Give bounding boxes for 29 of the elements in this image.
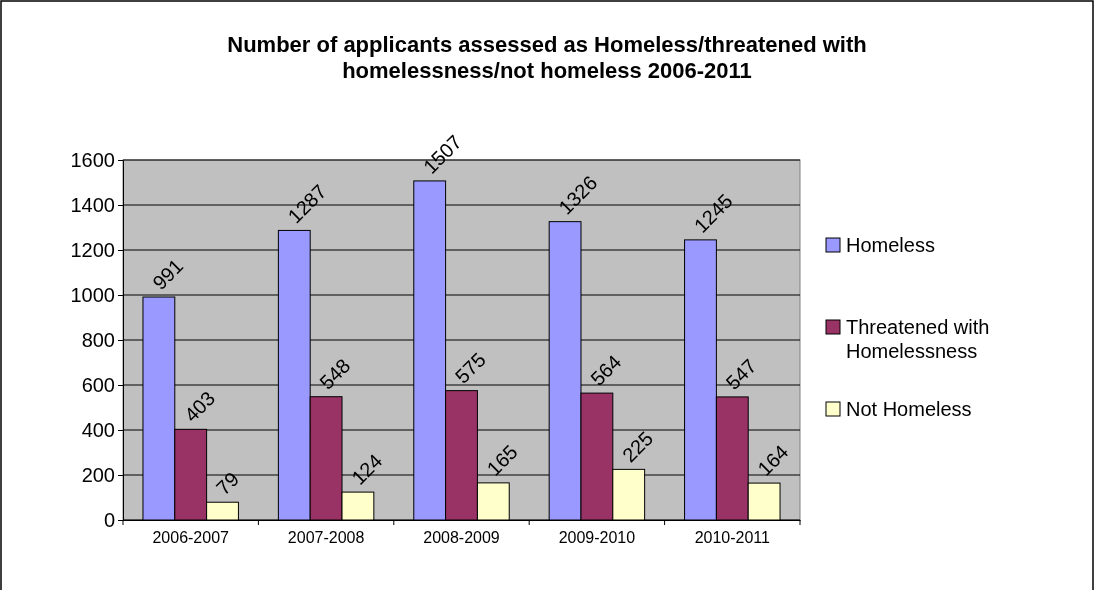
data-label: 548	[315, 354, 355, 394]
y-tick-label: 800	[81, 328, 115, 351]
legend-label: Not Homeless	[846, 398, 972, 420]
data-label: 991	[148, 254, 188, 294]
x-tick-label: 2007-2008	[287, 529, 365, 547]
x-tick-label: 2008-2009	[423, 529, 500, 547]
x-tick-label: 2009-2010	[558, 529, 636, 547]
data-label: 564	[586, 350, 626, 390]
x-tick-label: 2006-2007	[152, 529, 230, 547]
y-tick-label: 200	[81, 463, 115, 486]
data-label: 165	[482, 440, 522, 480]
data-label: 225	[617, 427, 658, 467]
legend-label: Homeless	[846, 234, 935, 256]
y-tick-label: 1400	[70, 193, 115, 216]
data-label: 164	[753, 440, 793, 480]
y-tick-label: 1600	[70, 148, 115, 171]
data-label: 124	[347, 449, 387, 489]
x-tick-label: 2010-2011	[694, 529, 771, 547]
y-tick-label: 600	[81, 373, 115, 396]
data-label: 575	[450, 348, 490, 388]
data-label: 79	[211, 467, 244, 500]
chart-title: Number of applicants assessed as Homeless/threatened with homelessness/not homeless 2006-2011	[227, 32, 867, 84]
legend-label: Threatened with Homelessness	[846, 316, 990, 362]
data-label: 403	[179, 387, 220, 427]
y-tick-label: 1000	[70, 283, 115, 306]
y-tick-label: 400	[81, 418, 115, 441]
y-tick-label: 1200	[70, 238, 115, 261]
y-tick-label: 0	[103, 508, 115, 531]
data-label: 547	[721, 354, 761, 394]
